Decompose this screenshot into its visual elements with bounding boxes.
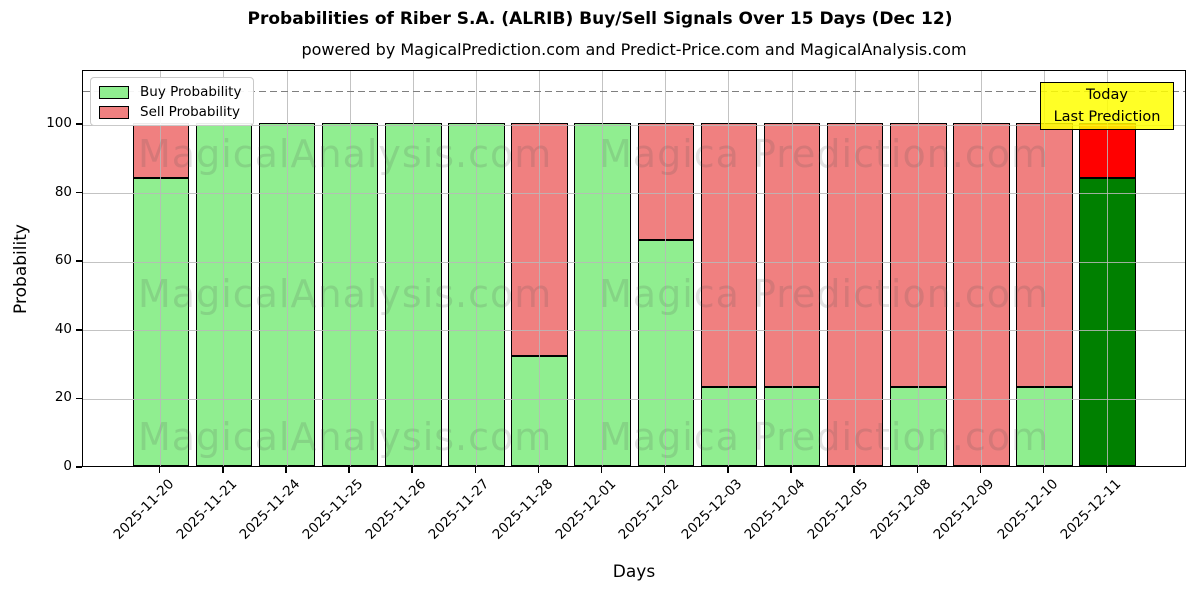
v-gridline [854,71,856,466]
x-tick [537,467,540,473]
x-tick-label: 2025-12-04 [741,476,809,543]
x-tick-label: 2025-11-24 [236,476,304,543]
x-tick [158,467,161,473]
v-gridline [539,71,540,466]
y-tick [76,466,82,468]
h-gridline [83,124,1185,126]
legend-buy-label: Buy Probability [140,84,242,100]
v-gridline [728,71,730,466]
v-gridline [665,71,667,466]
h-gridline [83,398,1185,400]
y-tick-label: 0 [63,458,72,474]
sell-swatch [99,106,129,119]
x-tick-label: 2025-11-27 [425,476,493,543]
y-tick [76,329,82,331]
dashed-guideline [83,90,1185,93]
x-tick [348,467,350,473]
v-gridline [791,71,793,466]
x-axis-label: Days [612,562,656,582]
y-tick-label: 60 [54,252,72,269]
legend: Buy Probability Sell Probability [90,77,254,126]
x-tick [853,467,855,473]
x-tick [790,467,792,473]
y-tick-label: 80 [54,183,72,200]
x-tick-label: 2025-12-02 [615,476,683,543]
x-tick-label: 2025-11-20 [110,476,178,543]
x-tick [474,467,477,473]
v-gridline [1044,71,1045,466]
y-tick [76,397,82,400]
v-gridline [349,71,351,466]
x-tick-label: 2025-12-01 [552,476,619,543]
x-tick [979,467,982,473]
x-tick [411,467,413,473]
h-gridline [83,193,1185,195]
today-annotation-line2: Last Prediction [1053,109,1161,125]
x-tick [222,467,224,473]
x-tick [600,467,603,473]
x-tick-label: 2025-11-21 [173,476,241,543]
x-tick-label: 2025-12-11 [1057,476,1125,543]
y-tick-label: 20 [54,389,72,406]
v-gridline [1107,71,1109,466]
y-tick-label: 100 [46,115,72,131]
x-tick [663,467,666,473]
x-tick-label: 2025-12-10 [994,476,1061,543]
v-gridline [412,71,414,466]
x-tick-label: 2025-12-09 [930,476,998,543]
y-tick [76,123,82,125]
legend-sell-label: Sell Probability [140,104,241,120]
today-annotation-line1: Today [1086,87,1128,103]
h-gridline [83,330,1185,332]
x-tick [1105,467,1108,473]
v-gridline [917,71,919,466]
y-tick [76,260,82,262]
x-tick-label: 2025-12-03 [678,476,746,543]
chart-title: Probabilities of Riber S.A. (ALRIB) Buy/… [247,9,953,29]
y-axis-label: Probability [11,224,31,314]
v-gridline [160,71,162,466]
buy-swatch [99,86,129,99]
v-gridline [980,71,982,466]
y-tick-label: 40 [54,320,72,337]
v-gridline [223,71,225,466]
x-tick [1042,467,1045,473]
v-gridline [286,71,288,466]
x-tick-label: 2025-11-25 [299,476,367,543]
x-tick-label: 2025-11-26 [362,476,430,543]
y-tick [76,191,82,194]
v-gridline [602,71,604,466]
today-annotation: Today Last Prediction [1040,82,1174,130]
x-tick-label: 2025-12-05 [804,476,872,543]
x-tick [285,467,287,473]
x-tick-label: 2025-11-28 [489,476,556,543]
x-tick [727,467,729,473]
h-gridline [83,261,1185,263]
v-gridline [475,71,477,466]
chart-subtitle: powered by MagicalPrediction.com and Pre… [301,40,967,59]
x-tick [916,467,919,473]
x-tick-label: 2025-12-08 [867,476,935,543]
